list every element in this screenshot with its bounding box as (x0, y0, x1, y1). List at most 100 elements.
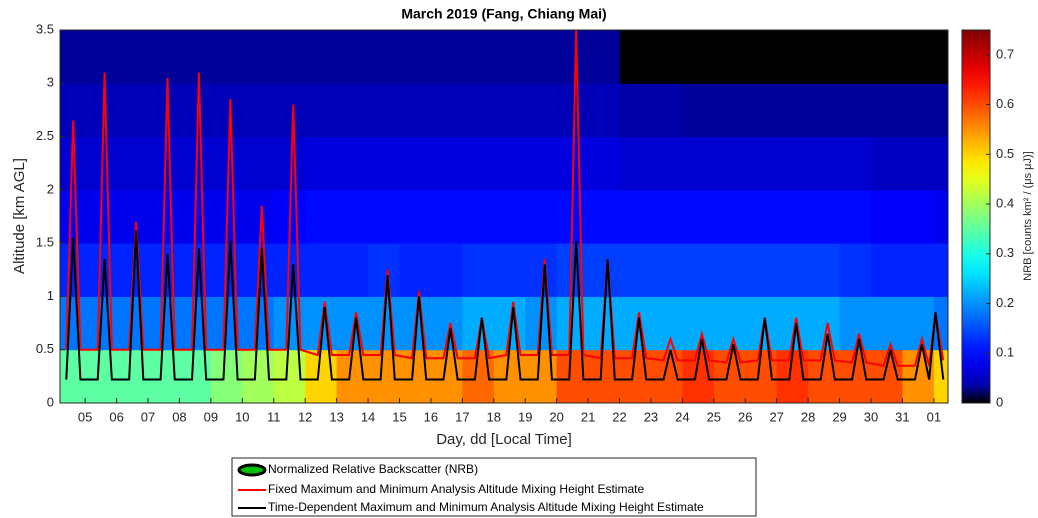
y-tick-label: 3 (47, 75, 54, 90)
colorbar-tick-label: 0.5 (996, 146, 1014, 161)
heatmap-cell (179, 83, 212, 138)
heatmap-cell (462, 136, 495, 191)
heatmap-cell (870, 83, 903, 138)
x-axis-label: Day, dd [Local Time] (436, 431, 572, 448)
heatmap-cell (430, 243, 463, 297)
y-axis-label: Altitude [km AGL] (11, 158, 28, 274)
heatmap-cell (933, 30, 948, 84)
heatmap-cell (808, 30, 841, 84)
x-tick-label: 17 (455, 409, 469, 424)
heatmap-cell (462, 83, 495, 138)
x-tick-label: 25 (707, 409, 721, 424)
x-tick-label: 10 (235, 409, 249, 424)
heatmap-cell (116, 30, 149, 84)
heatmap-cell (305, 30, 338, 84)
legend-label: Time-Dependent Maximum and Minimum Analy… (268, 500, 704, 514)
x-tick-label: 01 (927, 409, 941, 424)
x-tick-label: 11 (267, 409, 281, 424)
heatmap-cell (808, 136, 841, 191)
heatmap-cell (60, 30, 86, 84)
heatmap-cell (525, 243, 558, 297)
heatmap-cell (745, 83, 778, 138)
heatmap-cell (808, 243, 841, 297)
heatmap-cell (336, 136, 369, 191)
y-tick-label: 0.5 (36, 341, 54, 356)
colorbar-tick-label: 0.1 (996, 345, 1014, 360)
heatmap-cell (870, 136, 903, 191)
x-tick-label: 24 (675, 409, 689, 424)
heatmap-cell (902, 296, 935, 351)
heatmap-cell (839, 83, 872, 138)
heatmap-cell (242, 83, 275, 138)
x-tick-label: 14 (361, 409, 375, 424)
heatmap-cell (682, 30, 715, 84)
heatmap-cell (525, 83, 558, 138)
colorbar-tick-label: 0.7 (996, 46, 1014, 61)
legend-box (231, 457, 757, 517)
heatmap-cell (525, 136, 558, 191)
colorbar-tick-label: 0.6 (996, 96, 1014, 111)
heatmap-cell (745, 30, 778, 84)
heatmap-cell (650, 136, 683, 191)
heatmap-cell (870, 296, 903, 351)
heatmap-cell (210, 83, 243, 138)
heatmap-cell (305, 136, 338, 191)
heatmap-cell (430, 83, 463, 138)
heatmap-cell (713, 189, 746, 244)
heatmap-cell (179, 30, 212, 84)
y-tick-label: 2.5 (36, 128, 54, 143)
heatmap-cell (588, 136, 621, 191)
x-tick-label: 09 (204, 409, 218, 424)
heatmap-cell (116, 189, 149, 244)
chart-title: March 2019 (Fang, Chiang Mai) (401, 6, 606, 22)
heatmap-cell (713, 296, 746, 351)
heatmap-cell (399, 243, 432, 297)
heatmap-cell (242, 189, 275, 244)
colorbar-tick-label: 0.4 (996, 196, 1014, 211)
heatmap-cell (650, 296, 683, 351)
colorbar-tick-label: 0 (996, 394, 1003, 409)
heatmap-cell (745, 136, 778, 191)
heatmap-cell (493, 136, 526, 191)
heatmap-cell (210, 136, 243, 191)
heatmap-cell (682, 136, 715, 191)
heatmap-cell (399, 189, 432, 244)
heatmap-cell (619, 189, 652, 244)
heatmap-cell (430, 30, 463, 84)
heatmap-cell (839, 189, 872, 244)
heatmap-cell (493, 189, 526, 244)
heatmap-cell (713, 83, 746, 138)
heatmap-cell (745, 243, 778, 297)
heatmap-cell (430, 136, 463, 191)
heatmap-cell (493, 83, 526, 138)
heatmap-cell (682, 296, 715, 351)
x-tick-label: 22 (612, 409, 626, 424)
heatmap-cell (902, 189, 935, 244)
heatmap-cell (85, 30, 118, 84)
heatmap-cell (713, 243, 746, 297)
heatmap-cell (588, 83, 621, 138)
heatmap-cell (399, 136, 432, 191)
heatmap-cell (336, 30, 369, 84)
heatmap-cell (933, 136, 948, 191)
heatmap-cell (682, 189, 715, 244)
y-tick-label: 3.5 (36, 21, 54, 36)
heatmap-cell (493, 30, 526, 84)
heatmap-cell (776, 243, 809, 297)
x-tick-label: 08 (172, 409, 186, 424)
heatmap-cell (776, 83, 809, 138)
heatmap-cell (650, 83, 683, 138)
heatmap-cell (839, 30, 872, 84)
heatmap-cell (776, 30, 809, 84)
colorbar (961, 29, 991, 404)
legend-marker (237, 463, 267, 477)
heatmap-cell (933, 189, 948, 244)
heatmap-cell (273, 136, 306, 191)
heatmap-cell (525, 189, 558, 244)
heatmap-cell (305, 83, 338, 138)
heatmap-cell (210, 30, 243, 84)
heatmap-cell (116, 136, 149, 191)
heatmap-cell (556, 30, 589, 84)
heatmap-cell (713, 30, 746, 84)
x-tick-label: 07 (141, 409, 155, 424)
